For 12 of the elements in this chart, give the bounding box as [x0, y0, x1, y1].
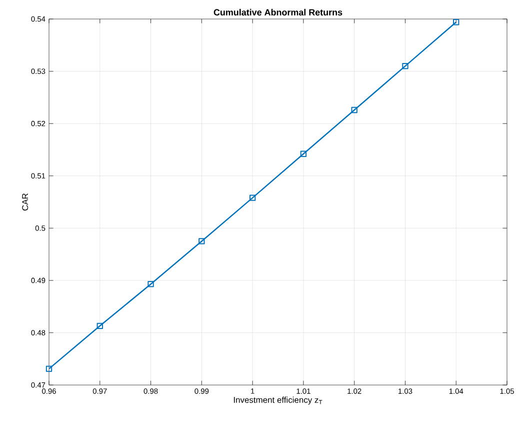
point — [402, 62, 408, 70]
chart-title: Cumulative Abnormal Returns — [214, 8, 342, 16]
point — [46, 366, 52, 372]
point — [351, 106, 358, 114]
point — [148, 281, 154, 288]
x-axis-title: Investment efficiency z$_{T}$ — [234, 396, 322, 405]
point — [96, 322, 103, 330]
point — [300, 150, 307, 157]
y-axis-title: CAR — [22, 193, 28, 210]
point — [249, 194, 256, 201]
point — [453, 19, 460, 26]
point — [198, 238, 205, 244]
